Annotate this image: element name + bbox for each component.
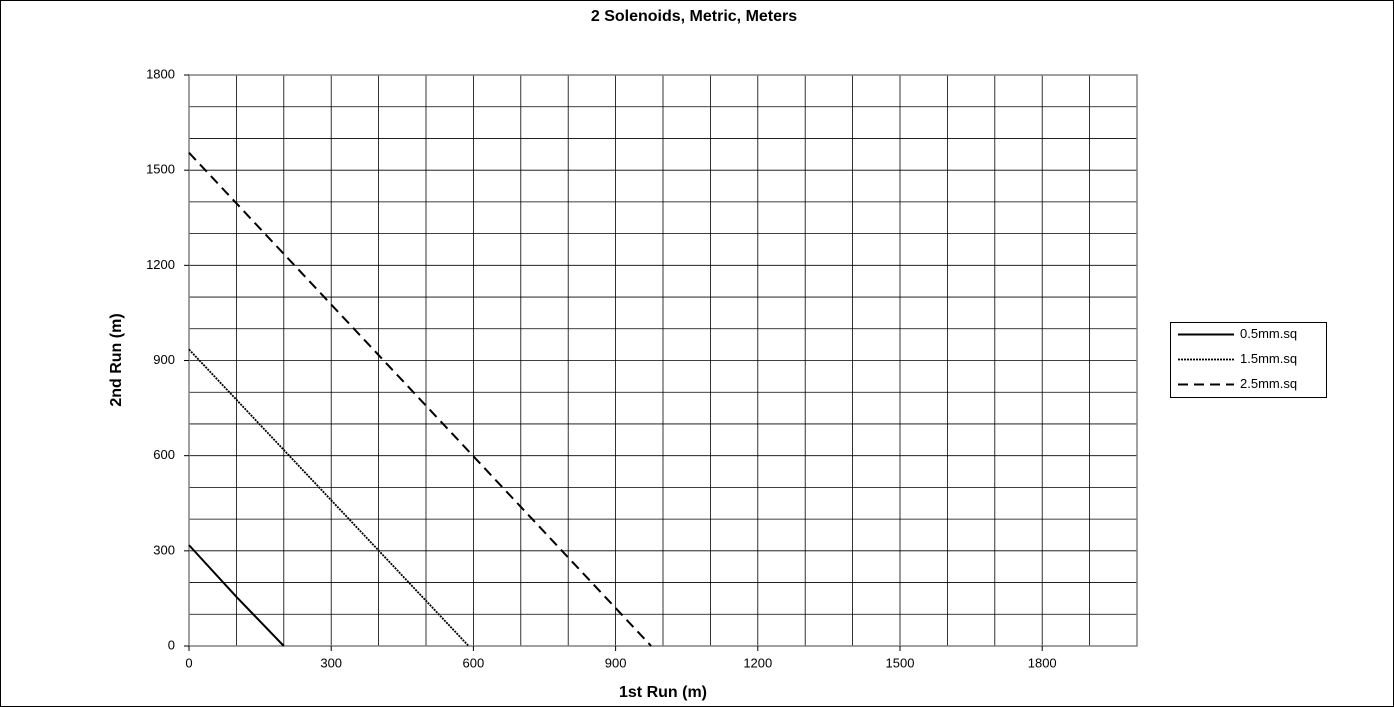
y-tick-label: 1200 xyxy=(146,257,175,272)
y-axis-label: 2nd Run (m) xyxy=(108,313,125,406)
x-tick-label: 900 xyxy=(605,655,627,670)
y-tick-label: 900 xyxy=(153,352,175,367)
x-axis-label: 1st Run (m) xyxy=(619,684,707,701)
series-line xyxy=(188,348,470,647)
x-tick-label: 1200 xyxy=(743,655,772,670)
series-line xyxy=(188,152,652,647)
y-tick-label: 300 xyxy=(153,542,175,557)
x-tick-label: 0 xyxy=(185,655,192,670)
x-tick-label: 1500 xyxy=(886,655,915,670)
y-tick-label: 1500 xyxy=(146,162,175,177)
y-tick-label: 600 xyxy=(153,447,175,462)
x-tick-label: 1800 xyxy=(1028,655,1057,670)
series-line xyxy=(188,544,285,647)
legend-label: 1.5mm.sq xyxy=(1240,351,1297,366)
x-tick-label: 300 xyxy=(320,655,342,670)
x-tick-label: 600 xyxy=(463,655,485,670)
chart-title: 2 Solenoids, Metric, Meters xyxy=(591,8,797,25)
legend-label: 0.5mm.sq xyxy=(1240,326,1297,341)
y-tick-label: 1800 xyxy=(146,66,175,81)
y-tick-label: 0 xyxy=(168,637,175,652)
legend-label: 2.5mm.sq xyxy=(1240,376,1297,391)
